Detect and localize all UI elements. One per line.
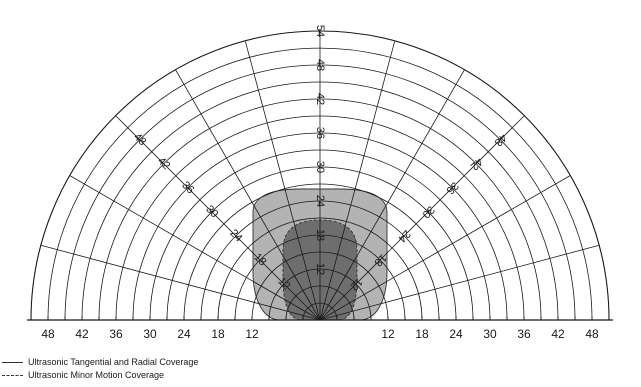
legend-item-tangential-radial: Ultrasonic Tangential and Radial Coverag… (2, 356, 402, 369)
radial-label-vertical: 36 (314, 127, 326, 139)
axis-label-right: 48 (585, 327, 599, 341)
axis-label-left: 42 (75, 327, 89, 341)
grid-spoke (319, 175, 571, 321)
axis-label-left: 18 (211, 327, 225, 341)
grid-spoke (319, 244, 600, 321)
axis-label-right: 30 (483, 327, 497, 341)
axis-label-left: 12 (245, 327, 259, 341)
axis-label-left: 30 (143, 327, 157, 341)
radial-label-vertical: 42 (314, 93, 326, 105)
radial-label-vertical: 48 (314, 59, 326, 71)
dashed-line-icon (2, 375, 23, 376)
grid-spoke (69, 175, 321, 321)
axis-label-right: 36 (517, 327, 531, 341)
solid-line-icon (2, 362, 23, 363)
radial-label-vertical: 24 (314, 195, 326, 207)
grid-spoke (175, 69, 321, 321)
radial-label-vertical: 30 (314, 161, 326, 173)
grid-spoke (319, 69, 465, 321)
axis-label-right: 12 (381, 327, 395, 341)
axis-label-left: 36 (109, 327, 123, 341)
grid-spoke (40, 244, 321, 321)
axis-label-left: 24 (177, 327, 191, 341)
axis-label-left: 48 (41, 327, 55, 341)
legend-label-tangential-radial: Ultrasonic Tangential and Radial Coverag… (28, 357, 199, 367)
radial-label-vertical: 18 (314, 229, 326, 241)
legend-label-minor-motion: Ultrasonic Minor Motion Coverage (28, 370, 165, 380)
grid-spoke (115, 115, 321, 321)
legend: Ultrasonic Tangential and Radial Coverag… (2, 356, 402, 386)
grid-spoke (319, 115, 525, 321)
grid-spoke (319, 40, 396, 321)
radial-label-vertical: 54 (314, 25, 326, 37)
axis-label-right: 42 (551, 327, 565, 341)
axis-label-right: 18 (415, 327, 429, 341)
radial-label-vertical: 12 (314, 263, 326, 275)
legend-item-minor-motion: Ultrasonic Minor Motion Coverage (2, 369, 402, 382)
grid-spoke (244, 40, 321, 321)
axis-label-right: 24 (449, 327, 463, 341)
